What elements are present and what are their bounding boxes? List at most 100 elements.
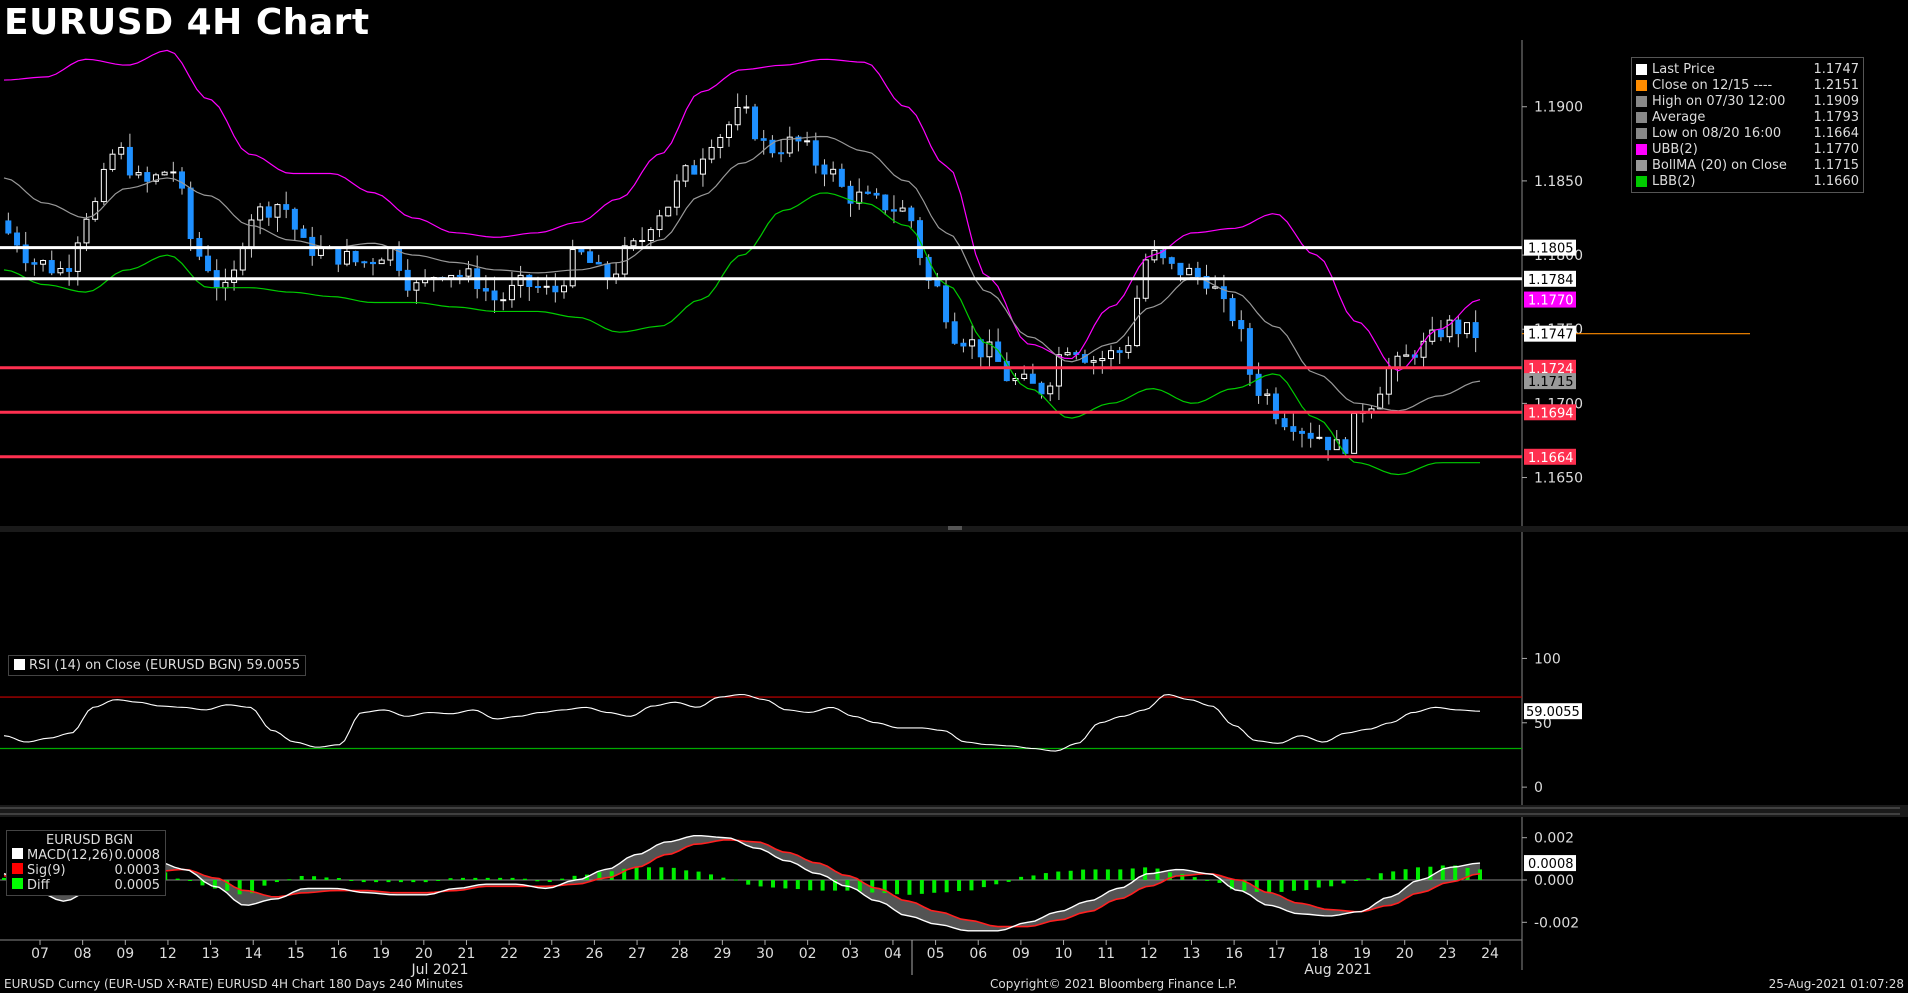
- footer-left: EURUSD Curncy (EUR-USD X-RATE) EURUSD 4H…: [4, 977, 464, 991]
- rsi-panel: 0 50 100 59.0055: [0, 651, 1908, 817]
- candle-body: [274, 204, 281, 218]
- candle-body: [231, 269, 238, 283]
- macd-histogram-bar: [535, 880, 540, 882]
- macd-histogram-bar: [547, 880, 552, 882]
- y-tick-label: 1.1900: [1534, 100, 1583, 116]
- candle-body: [1472, 322, 1479, 339]
- candle-body: [1264, 393, 1271, 396]
- macd-histogram-bar: [820, 880, 825, 891]
- macd-histogram-bar: [969, 880, 974, 891]
- macd-histogram-bar: [733, 879, 738, 881]
- x-tick-label: 15: [287, 946, 305, 962]
- candle-body: [1220, 286, 1227, 300]
- macd-histogram-bar: [1341, 880, 1346, 884]
- candle-body: [534, 285, 541, 288]
- macd-histogram-bar: [932, 880, 937, 893]
- candle-body: [187, 187, 194, 240]
- axis-marker-box: [1524, 291, 1576, 308]
- macd-histogram-bar: [795, 880, 800, 890]
- candle-body: [48, 260, 55, 274]
- candle-body: [361, 261, 368, 264]
- macd-line: [3, 834, 1481, 932]
- footer-center: Copyright© 2021 Bloomberg Finance L.P.: [990, 977, 1238, 991]
- candle-body: [604, 263, 611, 280]
- macd-histogram-bar: [1415, 867, 1420, 880]
- legend-swatch: [1636, 159, 1647, 171]
- macd-histogram-bar: [895, 880, 900, 895]
- candle-body: [734, 106, 741, 126]
- x-tick-label: 09: [1012, 946, 1030, 962]
- candle-body: [1463, 322, 1470, 335]
- macd-legend-value: 0.0003: [114, 863, 161, 878]
- legend-row: LBB(2) 1.1660: [1636, 173, 1859, 189]
- candle-body: [135, 172, 142, 176]
- macd-histogram-bar: [696, 871, 701, 880]
- macd-histogram-bar: [188, 880, 193, 881]
- x-tick-label: 20: [415, 946, 433, 962]
- candle-body: [1325, 436, 1332, 451]
- x-tick-label: 07: [31, 946, 49, 962]
- macd-histogram-bar: [1105, 869, 1110, 880]
- macd-histogram-bar: [398, 880, 403, 883]
- y-tick-label: 0.002: [1534, 831, 1574, 847]
- macd-histogram-bar: [907, 880, 912, 895]
- candle-body: [969, 339, 976, 347]
- rsi-value-label: 59.0055: [1526, 705, 1580, 720]
- candle-body: [743, 106, 750, 109]
- macd-histogram-bar: [225, 880, 230, 891]
- legend-swatch: [1636, 79, 1647, 91]
- x-tick-label: 02: [799, 946, 817, 962]
- macd-histogram-bar: [758, 880, 763, 887]
- macd-legend-label: Sig(9): [27, 863, 66, 878]
- candle-body: [57, 268, 64, 274]
- candle-body: [1351, 412, 1358, 454]
- rsi-legend-swatch: [14, 659, 25, 670]
- level-label: 1.1694: [1528, 406, 1574, 421]
- panel-divider-grip: [948, 526, 962, 530]
- candle-body: [1316, 436, 1323, 439]
- macd-histogram-bar: [1043, 873, 1048, 880]
- candle-body: [1047, 385, 1054, 395]
- y-tick-label: 50: [1534, 716, 1552, 732]
- macd-histogram-bar: [1130, 868, 1135, 880]
- x-tick-label: 17: [1268, 946, 1286, 962]
- candle-body: [569, 249, 576, 287]
- macd-histogram-bar: [1428, 866, 1433, 880]
- macd-histogram-bar: [771, 880, 776, 888]
- legend-label: Close on 12/15 ----: [1652, 77, 1773, 93]
- chart-title: EURUSD 4H Chart: [4, 2, 370, 43]
- month-label: Jul 2021: [411, 962, 469, 978]
- legend-swatch: [12, 878, 23, 889]
- candle-body: [1290, 426, 1297, 432]
- candle-body: [1299, 430, 1306, 434]
- macd-histogram-bar: [212, 880, 217, 889]
- candle-body: [40, 260, 47, 265]
- macd-histogram-bar: [721, 877, 726, 880]
- candle-body: [1385, 367, 1392, 395]
- legend-row: Low on 08/20 16:00 1.1664: [1636, 125, 1859, 141]
- candle-body: [239, 246, 246, 271]
- macd-histogram-bar: [957, 880, 962, 891]
- candle-body: [804, 140, 811, 143]
- candle-body: [291, 208, 298, 230]
- candle-body: [178, 171, 185, 189]
- candle-body: [786, 136, 793, 154]
- legend-row: Close on 12/15 ---- 1.2151: [1636, 77, 1859, 93]
- macd-histogram-bar: [671, 867, 676, 880]
- macd-histogram-bar: [1353, 880, 1358, 881]
- macd-histogram-bar: [250, 880, 255, 894]
- macd-histogram-bar: [646, 867, 651, 880]
- candle-body: [552, 285, 559, 293]
- macd-histogram-bar: [1279, 880, 1284, 892]
- legend-value: 1.1715: [1813, 157, 1860, 173]
- macd-histogram-bar: [1068, 870, 1073, 880]
- macd-histogram-bar: [783, 880, 788, 889]
- candle-body: [1064, 352, 1071, 356]
- candle-body: [1134, 297, 1141, 347]
- candle-body: [916, 220, 923, 258]
- month-label: Aug 2021: [1304, 962, 1371, 978]
- macd-histogram-bar: [994, 880, 999, 885]
- y-tick-label: 1.1650: [1534, 471, 1583, 487]
- x-tick-label: 23: [543, 946, 561, 962]
